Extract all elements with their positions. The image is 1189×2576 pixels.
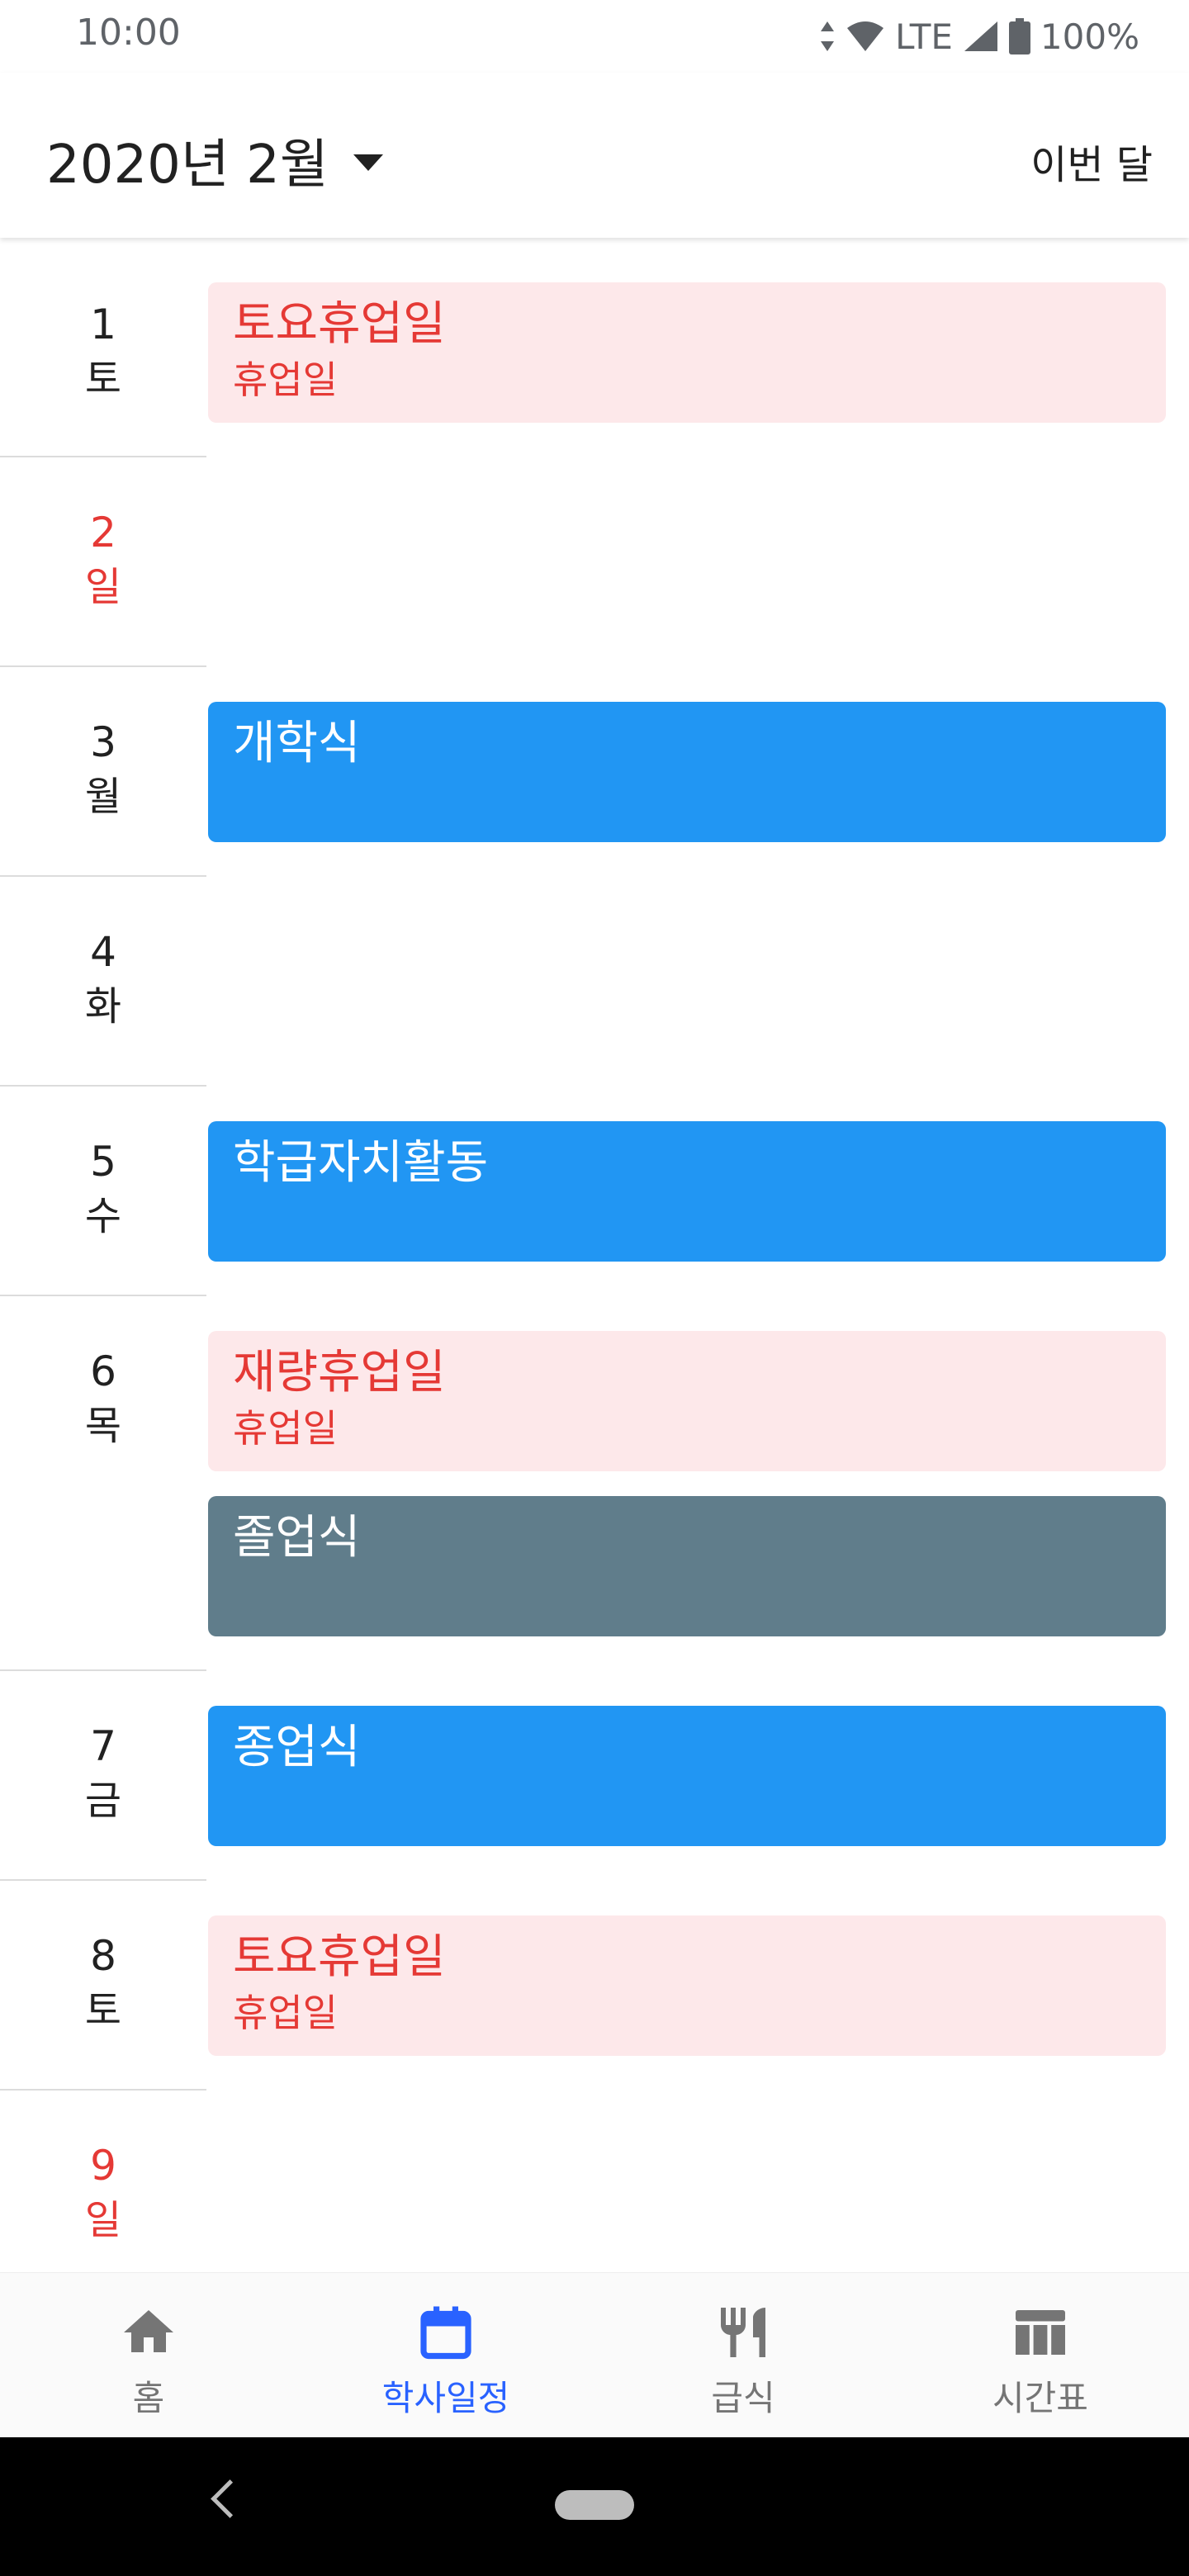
utensils-icon xyxy=(721,2308,765,2357)
nav-timetable[interactable]: 시간표 xyxy=(892,2273,1189,2438)
home-pill[interactable] xyxy=(555,2490,634,2520)
wifi-icon xyxy=(847,21,884,51)
day-divider xyxy=(0,456,206,457)
day-row: 9 일 xyxy=(0,2091,1189,2272)
day-row: 6 목 재량휴업일 휴업일 졸업식 xyxy=(0,1296,1189,1671)
home-icon xyxy=(124,2310,173,2352)
event-card[interactable]: 토요휴업일 휴업일 xyxy=(208,282,1166,423)
day-weekday: 일 xyxy=(84,564,122,610)
day-weekday: 토 xyxy=(84,1987,122,2034)
event-title: 개학식 xyxy=(233,717,361,770)
day-label: 6 목 xyxy=(0,1344,206,1453)
event-title: 학급자치활동 xyxy=(233,1136,489,1190)
back-icon[interactable] xyxy=(211,2479,249,2518)
day-row: 5 수 학급자치활동 xyxy=(0,1087,1189,1296)
day-number: 5 xyxy=(90,1138,116,1186)
day-weekday: 금 xyxy=(84,1778,122,1824)
day-number: 4 xyxy=(90,928,116,976)
event-card[interactable]: 졸업식 xyxy=(208,1496,1166,1636)
day-number: 9 xyxy=(90,2142,116,2190)
schedule-list[interactable]: 1 토 토요휴업일 휴업일 2 일 3 월 개학식 4 화 xyxy=(0,243,1189,2272)
day-divider xyxy=(0,875,206,877)
day-label: 8 토 xyxy=(0,1929,206,2038)
day-divider xyxy=(0,1295,206,1296)
dropdown-caret-icon xyxy=(353,154,383,171)
day-row: 3 월 개학식 xyxy=(0,667,1189,877)
signal-icon xyxy=(964,21,997,51)
day-row: 8 토 토요휴업일 휴업일 xyxy=(0,1881,1189,2091)
battery-icon xyxy=(1008,18,1030,54)
event-subtitle: 휴업일 xyxy=(233,358,338,402)
status-bar: 10:00 LTE 100% xyxy=(0,0,1189,73)
day-weekday: 목 xyxy=(84,1403,122,1449)
day-label: 2 일 xyxy=(0,505,206,614)
nav-label: 급식 xyxy=(711,2378,775,2418)
nav-meal[interactable]: 급식 xyxy=(594,2273,892,2438)
day-weekday: 일 xyxy=(84,2197,122,2243)
day-label: 5 수 xyxy=(0,1134,206,1243)
event-card[interactable]: 학급자치활동 xyxy=(208,1121,1166,1262)
nav-label: 홈 xyxy=(132,2378,165,2418)
status-time: 10:00 xyxy=(76,12,181,54)
day-divider xyxy=(0,2089,206,2091)
day-number: 8 xyxy=(90,1932,116,1980)
nav-home[interactable]: 홈 xyxy=(0,2273,297,2438)
day-divider xyxy=(0,665,206,667)
day-row: 1 토 토요휴업일 휴업일 xyxy=(0,243,1189,457)
day-divider xyxy=(0,1085,206,1087)
event-subtitle: 휴업일 xyxy=(233,1406,338,1451)
day-weekday: 화 xyxy=(84,983,122,1030)
event-title: 토요휴업일 xyxy=(233,1930,446,1984)
day-label: 3 월 xyxy=(0,715,206,824)
event-title: 토요휴업일 xyxy=(233,297,446,351)
nav-schedule[interactable]: 학사일정 xyxy=(297,2273,594,2438)
app-bar: 2020년 2월 이번 달 xyxy=(0,73,1189,238)
timetable-icon xyxy=(1016,2310,1065,2355)
event-title: 종업식 xyxy=(233,1721,361,1774)
month-title: 2020년 2월 xyxy=(46,135,329,196)
battery-level: 100% xyxy=(1040,16,1139,57)
day-label: 9 일 xyxy=(0,2138,206,2247)
event-title: 재량휴업일 xyxy=(233,1346,446,1399)
day-number: 3 xyxy=(90,718,116,766)
nav-label: 시간표 xyxy=(992,2378,1088,2418)
event-card[interactable]: 개학식 xyxy=(208,702,1166,842)
day-weekday: 월 xyxy=(84,774,122,820)
day-row: 7 금 종업식 xyxy=(0,1671,1189,1881)
calendar-icon xyxy=(420,2306,471,2360)
bottom-navigation: 홈 학사일정 급식 시간표 xyxy=(0,2272,1189,2438)
day-divider xyxy=(0,1669,206,1671)
day-number: 2 xyxy=(90,509,116,556)
day-divider xyxy=(0,1879,206,1881)
event-card[interactable]: 토요휴업일 휴업일 xyxy=(208,1915,1166,2056)
this-month-button[interactable]: 이번 달 xyxy=(1030,142,1153,188)
day-row: 2 일 xyxy=(0,457,1189,667)
day-label: 7 금 xyxy=(0,1719,206,1828)
day-row: 4 화 xyxy=(0,877,1189,1087)
network-type: LTE xyxy=(895,16,953,57)
day-number: 6 xyxy=(90,1347,116,1395)
system-navigation-bar xyxy=(0,2437,1189,2576)
event-card[interactable]: 종업식 xyxy=(208,1706,1166,1846)
data-arrows-icon xyxy=(821,21,835,51)
day-weekday: 토 xyxy=(84,356,122,402)
day-number: 7 xyxy=(90,1722,116,1770)
month-selector[interactable]: 2020년 2월 xyxy=(46,122,383,198)
day-label: 1 토 xyxy=(0,297,206,406)
event-subtitle: 휴업일 xyxy=(233,1991,338,2035)
nav-label: 학사일정 xyxy=(381,2378,510,2418)
event-title: 졸업식 xyxy=(233,1511,361,1565)
day-number: 1 xyxy=(90,301,116,348)
day-label: 4 화 xyxy=(0,925,206,1034)
event-card[interactable]: 재량휴업일 휴업일 xyxy=(208,1331,1166,1471)
day-weekday: 수 xyxy=(84,1193,122,1239)
status-icons: LTE 100% xyxy=(819,12,1139,61)
